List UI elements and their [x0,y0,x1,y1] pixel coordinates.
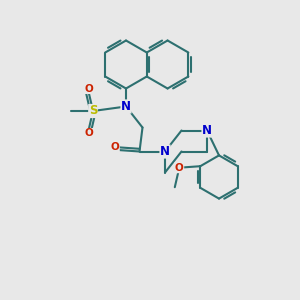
Text: O: O [175,163,184,173]
Text: O: O [84,83,93,94]
Text: O: O [84,128,93,139]
Text: O: O [110,142,119,152]
Text: N: N [202,124,212,137]
Text: N: N [121,100,131,113]
Text: S: S [89,104,97,118]
Text: N: N [160,145,170,158]
